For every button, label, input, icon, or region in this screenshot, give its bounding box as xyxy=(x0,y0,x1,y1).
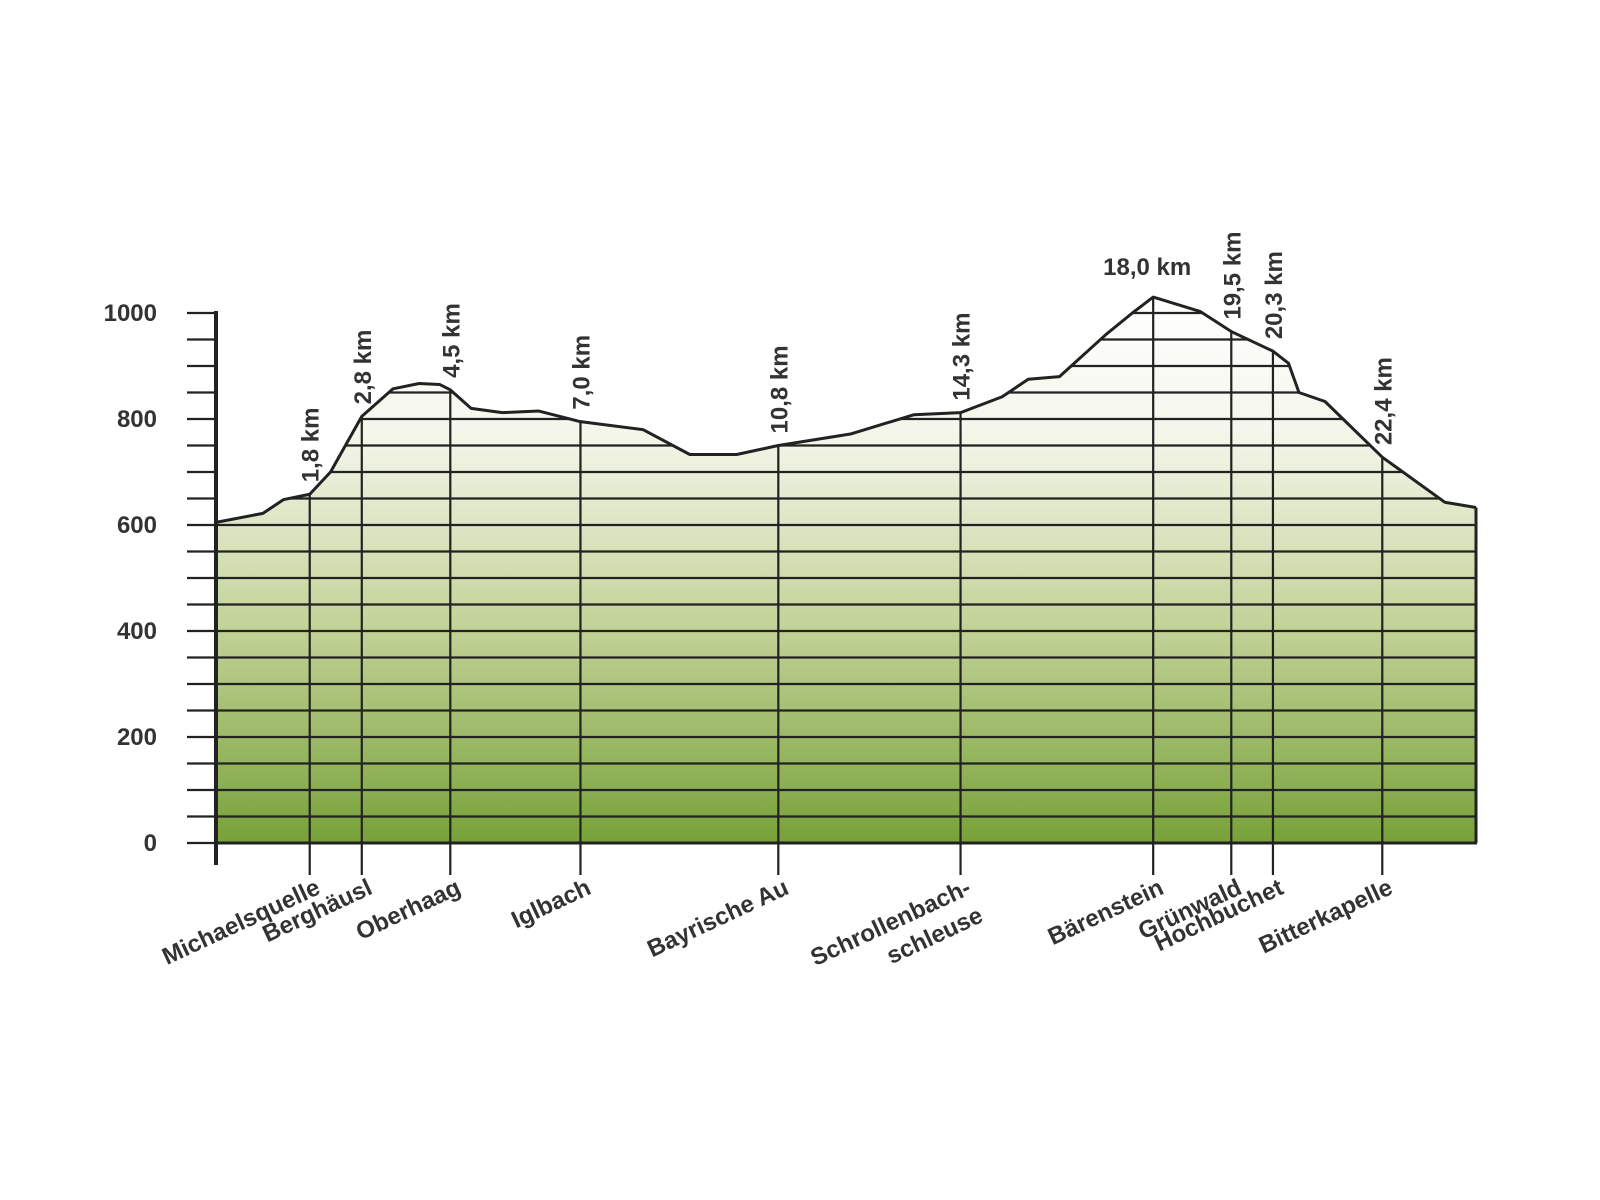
waypoint-drop-lines xyxy=(308,297,1384,875)
waypoint-km-label: 22,4 km xyxy=(1370,357,1397,445)
elevation-area xyxy=(216,297,1476,844)
elevation-profile-line xyxy=(215,295,1477,524)
waypoint-km-label: 4,5 km xyxy=(438,303,465,378)
y-tick-label: 200 xyxy=(117,724,157,751)
y-tick-label: 1000 xyxy=(104,300,157,327)
waypoint-km-label: 19,5 km xyxy=(1219,231,1246,319)
y-tick-label: 800 xyxy=(117,406,157,433)
waypoint-km-label: 14,3 km xyxy=(949,313,976,401)
y-tick-label: 600 xyxy=(117,512,157,539)
waypoint-km-label: 2,8 km xyxy=(350,330,377,405)
elevation-fill xyxy=(216,297,1476,844)
y-tick-label: 400 xyxy=(117,618,157,645)
y-axis: 0 200 400 600 800 1000 xyxy=(104,300,218,865)
waypoint-km-label: 10,8 km xyxy=(766,345,793,433)
waypoint-place-name: Iglbach xyxy=(507,874,595,934)
waypoint-km-label: 20,3 km xyxy=(1261,251,1288,339)
waypoint-km-label: 7,0 km xyxy=(568,335,595,410)
y-tick-label: 0 xyxy=(144,830,157,857)
profile-line-group xyxy=(215,295,1478,845)
waypoint-place-name: Bayrische Au xyxy=(643,874,793,963)
waypoint-km-label: 18,0 km xyxy=(1103,254,1191,281)
waypoint-km-label: 1,8 km xyxy=(298,408,325,483)
